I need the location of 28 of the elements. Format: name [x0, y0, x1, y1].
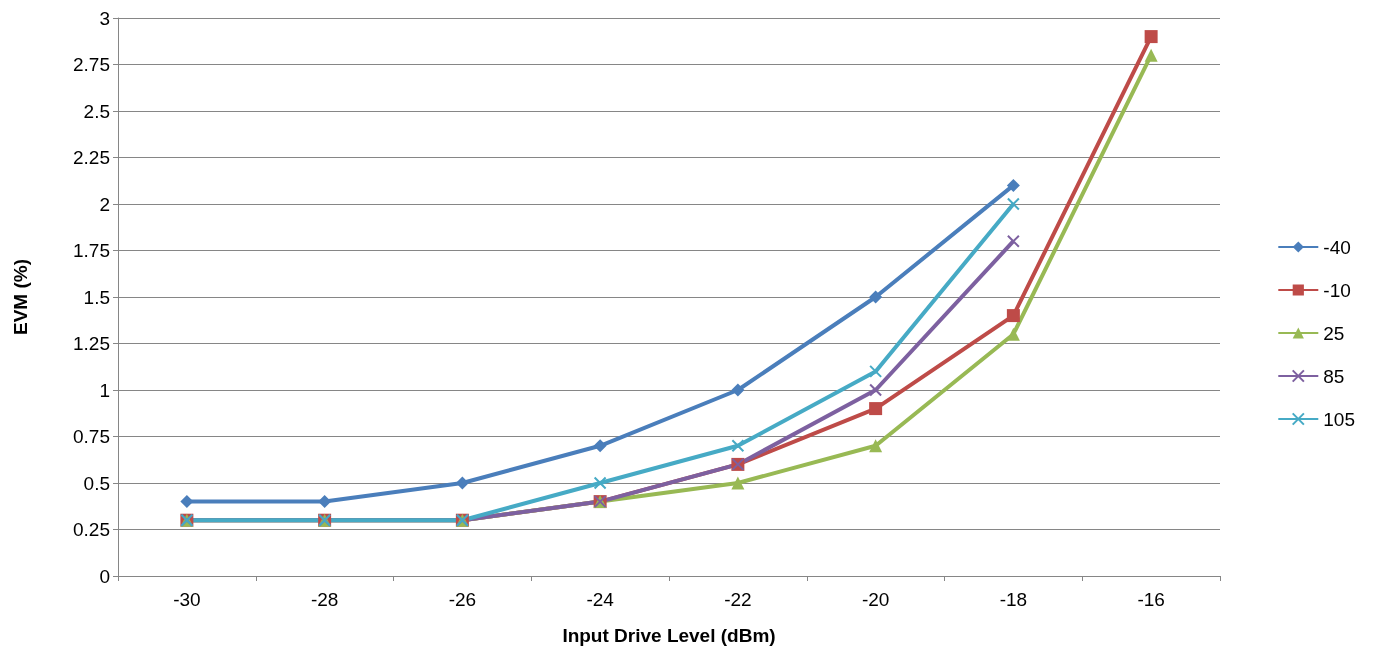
legend-label: 85 [1323, 365, 1345, 387]
y-tick-label: 3 [99, 7, 110, 29]
x-tick-label: -22 [724, 589, 752, 610]
y-tick-label: 1.25 [73, 333, 110, 354]
y-tick-label: 2 [99, 193, 110, 215]
y-tick-label: 0.5 [83, 472, 110, 494]
x-tick-label: -18 [999, 589, 1028, 610]
legend-label: -10 [1323, 279, 1351, 301]
x-tick-label: -16 [1137, 589, 1165, 610]
y-tick-label: 1 [99, 379, 110, 401]
legend-label: 105 [1323, 408, 1355, 430]
y-tick-label: 0.75 [73, 426, 110, 447]
y-tick-label: 2.5 [83, 100, 110, 122]
legend-label: 25 [1323, 322, 1345, 344]
y-tick-label: 1.5 [83, 286, 110, 308]
x-tick-label: -28 [310, 589, 339, 610]
y-tick-label: 0 [99, 565, 110, 587]
y-tick-label: 0.25 [73, 519, 110, 540]
x-tick-label: -30 [173, 589, 201, 610]
x-tick-label: -20 [861, 589, 890, 610]
y-tick-label: 1.75 [73, 240, 110, 261]
y-tick-label: 2.25 [73, 147, 110, 168]
y-axis-title: EVM (%) [10, 259, 31, 335]
x-tick-label: -26 [448, 589, 477, 610]
x-tick-label: -24 [586, 589, 615, 610]
x-axis-title: Input Drive Level (dBm) [562, 625, 776, 646]
legend-label: -40 [1323, 236, 1351, 258]
y-tick-label: 2.75 [73, 54, 110, 75]
